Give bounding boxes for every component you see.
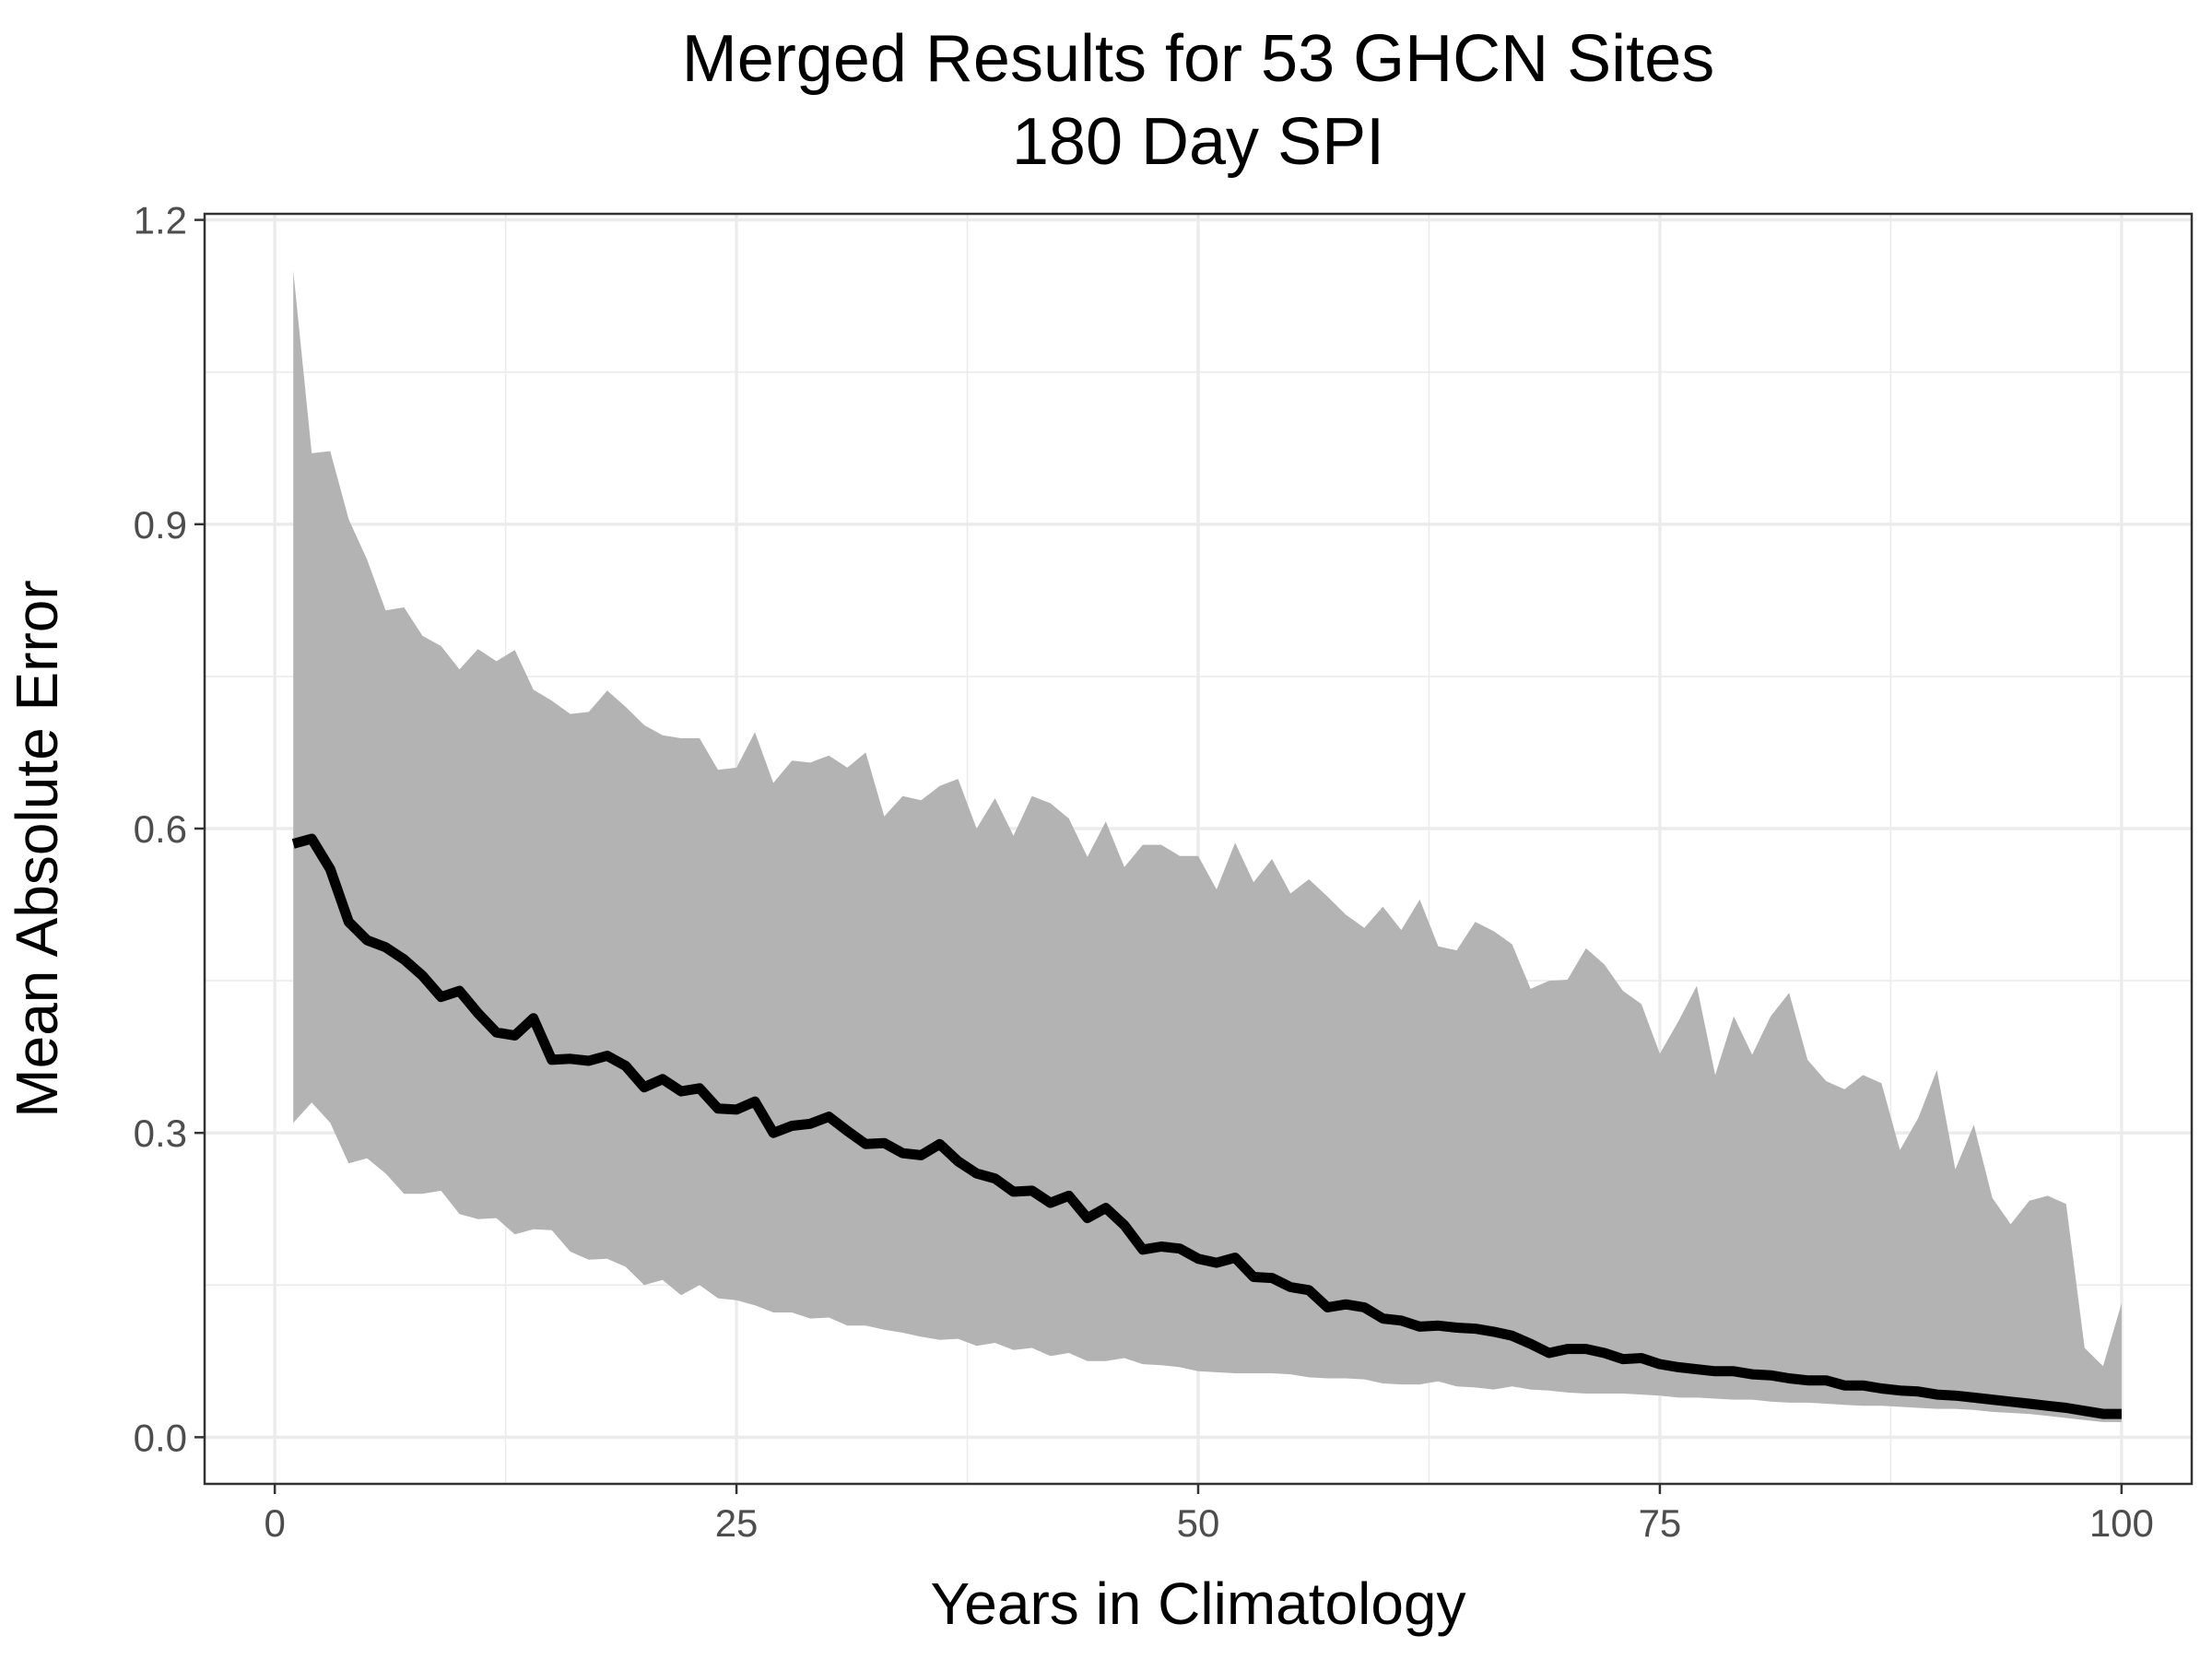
plot-series (291, 270, 2122, 1422)
x-axis: 0 25 50 75 100 (264, 1484, 2154, 1545)
x-tick-label: 100 (2089, 1501, 2154, 1545)
y-tick-label: 0.0 (134, 1416, 187, 1459)
y-tick-label: 1.2 (134, 199, 187, 242)
x-axis-title: Years in Climatology (930, 1571, 1465, 1637)
y-axis-title: Mean Absolute Error (4, 580, 70, 1117)
confidence-band (293, 270, 2122, 1422)
x-tick-label: 25 (715, 1501, 759, 1545)
y-tick-label: 0.6 (134, 807, 187, 851)
x-tick-label: 75 (1639, 1501, 1682, 1545)
y-axis: 0.0 0.3 0.6 0.9 1.2 (134, 199, 205, 1459)
y-tick-label: 0.3 (134, 1112, 187, 1155)
x-tick-label: 0 (264, 1501, 285, 1545)
mean-error-line (291, 833, 2122, 1419)
chart-subtitle: 180 Day SPI (1012, 105, 1384, 179)
x-tick-label: 50 (1177, 1501, 1220, 1545)
y-tick-label: 0.9 (134, 503, 187, 547)
chart-title: Merged Results for 53 GHCN Sites (682, 22, 1714, 96)
